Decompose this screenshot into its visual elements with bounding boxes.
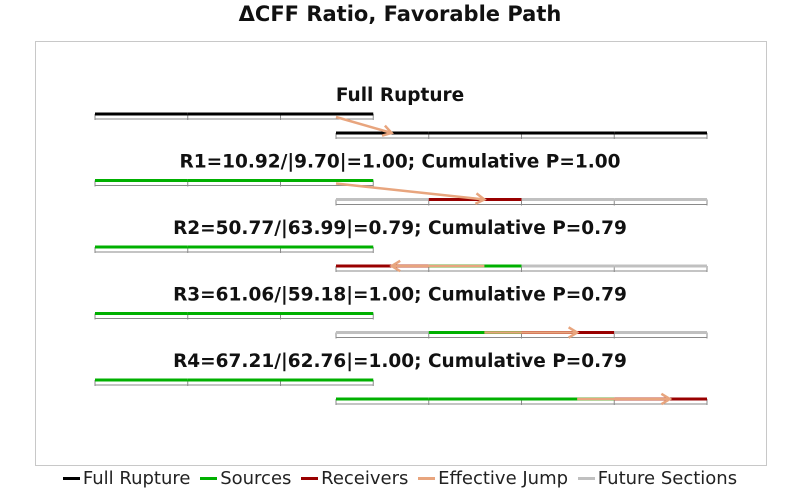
effective-jump-arrowhead: [381, 124, 394, 137]
panel-label: Full Rupture: [336, 85, 464, 106]
legend-swatch-sources: [200, 476, 218, 480]
plot-frame: [35, 41, 767, 466]
panel-label: R1=10.92/|9.70|=1.00; Cumulative P=1.00: [180, 152, 621, 173]
effective-jump-arrowhead: [389, 259, 401, 273]
legend-label-full-rupture: Full Rupture: [82, 468, 191, 489]
legend-item-full-rupture: Full Rupture: [62, 468, 191, 489]
legend-item-receivers: Receivers: [301, 468, 408, 489]
legend-label-receivers: Receivers: [321, 468, 409, 489]
legend-label-future-sections: Future Sections: [597, 468, 738, 489]
effective-jump-arrowhead: [567, 326, 580, 339]
legend-item-sources: Sources: [200, 468, 291, 489]
effective-jump-arrow: [335, 115, 392, 135]
panel-label: R4=67.21/|62.76|=1.00; Cumulative P=0.79: [173, 351, 627, 372]
legend: Full Rupture Sources Receivers Effective…: [0, 468, 800, 489]
legend-swatch-full-rupture: [62, 476, 80, 480]
panel-label: R2=50.77/|63.99|=0.79; Cumulative P=0.79: [173, 218, 627, 239]
legend-label-sources: Sources: [220, 468, 292, 489]
legend-swatch-effective-jump: [418, 476, 436, 480]
effective-jump-arrowhead: [660, 392, 673, 406]
legend-item-future-sections: Future Sections: [577, 468, 738, 489]
effective-jump-arrowhead: [474, 192, 487, 205]
legend-swatch-receivers: [301, 476, 319, 480]
legend-item-effective-jump: Effective Jump: [418, 468, 568, 489]
panel-label: R3=61.06/|59.18|=1.00; Cumulative P=0.79: [173, 285, 627, 306]
legend-swatch-future-sections: [577, 476, 595, 480]
legend-label-effective-jump: Effective Jump: [438, 468, 569, 489]
chart-title: ΔCFF Ratio, Favorable Path: [238, 2, 562, 26]
effective-jump-arrow: [335, 182, 485, 201]
